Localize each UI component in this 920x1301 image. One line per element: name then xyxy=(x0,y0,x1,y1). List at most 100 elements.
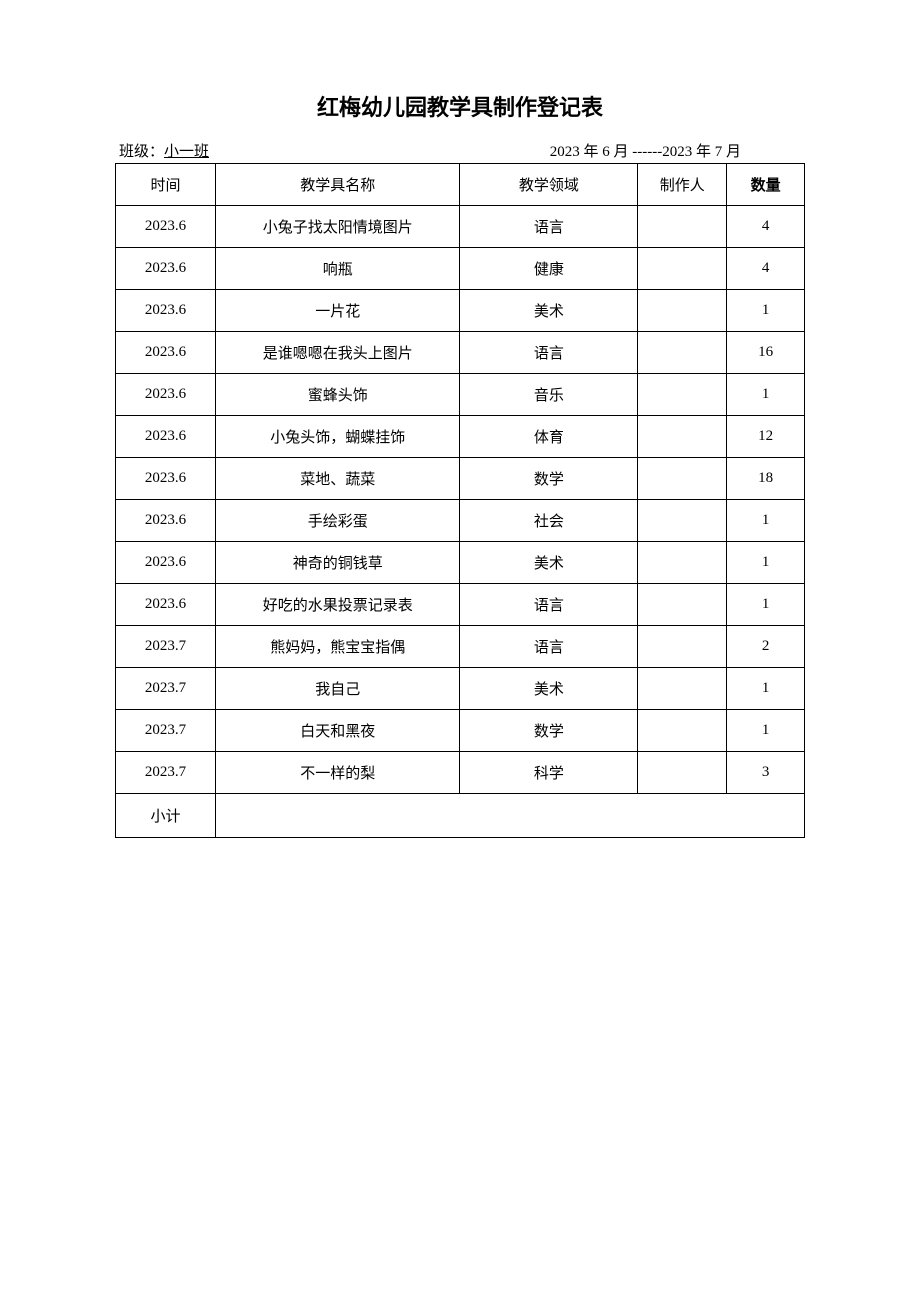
table-cell xyxy=(638,542,727,584)
table-cell: 2023.6 xyxy=(116,500,216,542)
table-cell: 神奇的铜钱草 xyxy=(216,542,460,584)
table-cell: 音乐 xyxy=(460,374,638,416)
table-cell xyxy=(638,248,727,290)
table-row: 2023.6神奇的铜钱草美术 1 xyxy=(116,542,805,584)
table-cell: 数学 xyxy=(460,710,638,752)
table-cell: 熊妈妈，熊宝宝指偶 xyxy=(216,626,460,668)
table-cell: 2023.6 xyxy=(116,584,216,626)
subtotal-value xyxy=(216,794,805,838)
table-cell xyxy=(638,710,727,752)
table-cell: 社会 xyxy=(460,500,638,542)
table-cell xyxy=(638,626,727,668)
table-row: 2023.6小兔子找太阳情境图片语言 4 xyxy=(116,206,805,248)
table-row: 2023.6小兔头饰，蝴蝶挂饰体育 12 xyxy=(116,416,805,458)
class-value: 小一班 xyxy=(164,144,209,160)
table-cell: 手绘彩蛋 xyxy=(216,500,460,542)
table-cell xyxy=(638,500,727,542)
table-cell: 2 xyxy=(727,626,805,668)
table-cell: 蜜蜂头饰 xyxy=(216,374,460,416)
table-header-row: 时间 教学具名称 教学领域 制作人 数量 xyxy=(116,164,805,206)
table-cell: 小兔头饰，蝴蝶挂饰 xyxy=(216,416,460,458)
table-cell: 不一样的梨 xyxy=(216,752,460,794)
table-cell: 语言 xyxy=(460,206,638,248)
table-row: 2023.6菜地、蔬菜数学 18 xyxy=(116,458,805,500)
table-cell: 是谁嗯嗯在我头上图片 xyxy=(216,332,460,374)
table-cell: 18 xyxy=(727,458,805,500)
table-cell: 美术 xyxy=(460,542,638,584)
table-cell: 1 xyxy=(727,374,805,416)
table-cell: 1 xyxy=(727,500,805,542)
registration-table: 时间 教学具名称 教学领域 制作人 数量 2023.6小兔子找太阳情境图片语言4… xyxy=(115,163,805,838)
table-cell xyxy=(638,668,727,710)
col-header-maker: 制作人 xyxy=(638,164,727,206)
table-row: 2023.6响瓶健康 4 xyxy=(116,248,805,290)
table-cell: 美术 xyxy=(460,290,638,332)
table-cell: 12 xyxy=(727,416,805,458)
table-cell: 我自己 xyxy=(216,668,460,710)
table-cell xyxy=(638,584,727,626)
table-cell: 2023.7 xyxy=(116,626,216,668)
col-header-domain: 教学领域 xyxy=(460,164,638,206)
table-cell: 语言 xyxy=(460,584,638,626)
table-row: 2023.7不一样的梨科学 3 xyxy=(116,752,805,794)
meta-row: 班级：小一班 2023 年 6 月 ------2023 年 7 月 xyxy=(115,140,805,161)
col-header-name: 教学具名称 xyxy=(216,164,460,206)
date-range: 2023 年 6 月 ------2023 年 7 月 xyxy=(550,140,801,161)
table-cell: 2023.7 xyxy=(116,668,216,710)
page-title: 红梅幼儿园教学具制作登记表 xyxy=(115,90,805,122)
table-row: 2023.7白天和黑夜数学 1 xyxy=(116,710,805,752)
table-cell: 1 xyxy=(727,710,805,752)
table-cell: 2023.6 xyxy=(116,290,216,332)
table-cell: 2023.6 xyxy=(116,248,216,290)
table-cell: 语言 xyxy=(460,626,638,668)
table-row: 2023.7熊妈妈，熊宝宝指偶语言 2 xyxy=(116,626,805,668)
table-cell xyxy=(638,206,727,248)
class-info: 班级：小一班 xyxy=(119,140,209,161)
table-cell: 4 xyxy=(727,248,805,290)
table-cell: 1 xyxy=(727,584,805,626)
table-cell xyxy=(638,752,727,794)
table-cell: 1 xyxy=(727,542,805,584)
table-row: 2023.6蜜蜂头饰音乐 1 xyxy=(116,374,805,416)
subtotal-row: 小计 xyxy=(116,794,805,838)
col-header-qty: 数量 xyxy=(727,164,805,206)
table-cell xyxy=(638,374,727,416)
table-cell: 1 xyxy=(727,290,805,332)
table-cell: 1 xyxy=(727,668,805,710)
class-label: 班级： xyxy=(119,144,164,160)
table-cell: 语言 xyxy=(460,332,638,374)
table-row: 2023.6一片花美术 1 xyxy=(116,290,805,332)
table-cell: 白天和黑夜 xyxy=(216,710,460,752)
table-cell: 体育 xyxy=(460,416,638,458)
table-cell: 4 xyxy=(727,206,805,248)
table-cell: 3 xyxy=(727,752,805,794)
table-cell: 2023.7 xyxy=(116,710,216,752)
table-cell: 科学 xyxy=(460,752,638,794)
table-row: 2023.6好吃的水果投票记录表语言 1 xyxy=(116,584,805,626)
table-cell: 2023.6 xyxy=(116,206,216,248)
table-row: 2023.6是谁嗯嗯在我头上图片语言 16 xyxy=(116,332,805,374)
table-cell: 一片花 xyxy=(216,290,460,332)
table-cell: 好吃的水果投票记录表 xyxy=(216,584,460,626)
table-cell: 2023.6 xyxy=(116,332,216,374)
subtotal-label: 小计 xyxy=(116,794,216,838)
col-header-time: 时间 xyxy=(116,164,216,206)
table-cell: 菜地、蔬菜 xyxy=(216,458,460,500)
table-cell: 2023.6 xyxy=(116,542,216,584)
table-cell: 2023.6 xyxy=(116,458,216,500)
table-row: 2023.6手绘彩蛋社会 1 xyxy=(116,500,805,542)
table-cell xyxy=(638,290,727,332)
table-cell xyxy=(638,416,727,458)
table-cell: 2023.7 xyxy=(116,752,216,794)
table-cell: 2023.6 xyxy=(116,416,216,458)
table-cell: 数学 xyxy=(460,458,638,500)
table-cell xyxy=(638,332,727,374)
table-row: 2023.7我自己美术 1 xyxy=(116,668,805,710)
table-cell: 响瓶 xyxy=(216,248,460,290)
table-cell xyxy=(638,458,727,500)
table-cell: 2023.6 xyxy=(116,374,216,416)
table-cell: 健康 xyxy=(460,248,638,290)
table-cell: 16 xyxy=(727,332,805,374)
table-cell: 小兔子找太阳情境图片 xyxy=(216,206,460,248)
table-cell: 美术 xyxy=(460,668,638,710)
